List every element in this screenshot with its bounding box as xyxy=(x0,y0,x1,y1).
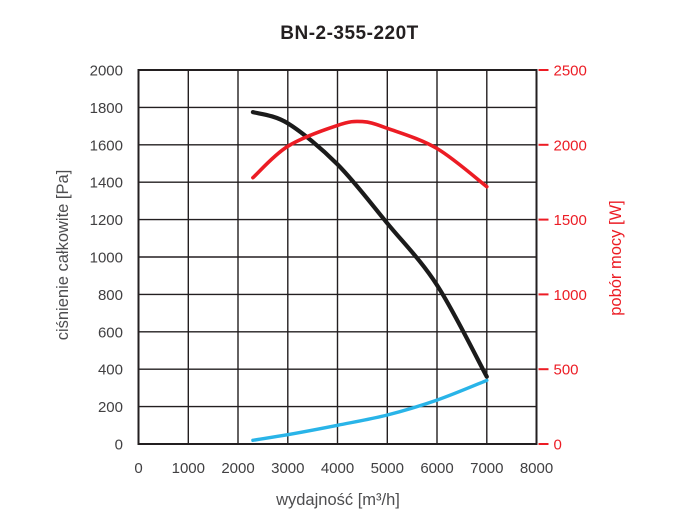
x-tick-label: 0 xyxy=(134,460,142,477)
y-left-tick-label: 800 xyxy=(98,287,123,304)
y-left-tick-labels: 0 200 400 600 800 1000 1200 1400 1600 1800 2000 xyxy=(90,63,123,454)
y-left-tick-label: 200 xyxy=(98,399,123,416)
y-right-tick-label: 500 xyxy=(554,362,579,379)
y-left-tick-label: 1400 xyxy=(90,175,123,192)
y-left-tick-label: 1200 xyxy=(90,212,123,229)
grid-lines xyxy=(137,69,538,445)
x-tick-label: 1000 xyxy=(172,460,205,477)
x-axis-label: wydajność [m³/h] xyxy=(276,491,400,509)
plot-border xyxy=(137,69,538,445)
y-left-tick-label: 1800 xyxy=(90,100,123,117)
y-axis-left-label: ciśnienie całkowite [Pa] xyxy=(54,169,72,341)
y-right-tick-label: 0 xyxy=(554,437,562,454)
y-left-tick-label: 400 xyxy=(98,362,123,379)
x-tick-label: 3000 xyxy=(271,460,304,477)
y-left-tick-label: 2000 xyxy=(90,63,123,80)
y-axis-right-label: pobór mocy [W] xyxy=(607,200,625,316)
y-left-tick-label: 1000 xyxy=(90,250,123,267)
total-pressure-curve-black xyxy=(250,110,489,379)
y-right-tick-labels: 0 500 1000 1500 2000 2500 xyxy=(538,63,587,454)
y-left-tick-label: 0 xyxy=(115,437,123,454)
x-tick-label: 5000 xyxy=(371,460,404,477)
x-tick-label: 7000 xyxy=(470,460,503,477)
dynamic-pressure-curve-blue xyxy=(251,378,489,442)
y-right-tick-label: 2500 xyxy=(554,63,587,80)
x-tick-label: 6000 xyxy=(420,460,453,477)
x-tick-label: 2000 xyxy=(221,460,254,477)
x-tick-labels: 0 1000 2000 3000 4000 5000 6000 7000 8000 xyxy=(134,460,553,477)
x-tick-label: 8000 xyxy=(520,460,553,477)
x-tick-label: 4000 xyxy=(321,460,354,477)
y-left-tick-label: 600 xyxy=(98,324,123,341)
y-left-tick-label: 1600 xyxy=(90,137,123,154)
y-right-tick-label: 1000 xyxy=(554,287,587,304)
y-right-tick-label: 1500 xyxy=(554,212,587,229)
y-right-tick-label: 2000 xyxy=(554,137,587,154)
power-curve-red xyxy=(251,119,489,189)
chart-title: BN-2-355-220T xyxy=(280,23,419,44)
